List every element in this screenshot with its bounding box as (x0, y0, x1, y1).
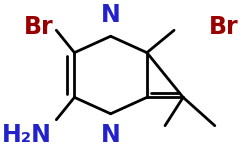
Text: H₂N: H₂N (2, 123, 52, 147)
Text: N: N (101, 123, 121, 147)
Text: N: N (101, 3, 121, 27)
Text: Br: Br (209, 15, 239, 39)
Text: Br: Br (23, 15, 53, 39)
